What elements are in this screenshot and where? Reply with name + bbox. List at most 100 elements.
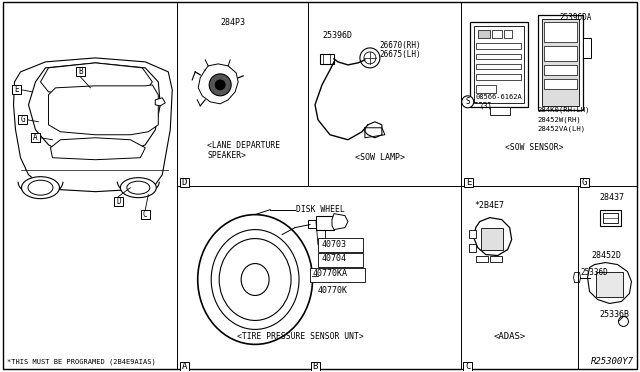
Ellipse shape [198, 215, 312, 344]
FancyBboxPatch shape [12, 85, 21, 94]
Bar [476, 85, 496, 93]
Text: A: A [182, 362, 187, 371]
Text: DISK WHEEL: DISK WHEEL [296, 205, 345, 214]
Polygon shape [573, 273, 580, 282]
FancyBboxPatch shape [180, 178, 189, 187]
Bar [543, 22, 577, 42]
Polygon shape [51, 138, 145, 160]
FancyBboxPatch shape [180, 362, 189, 371]
Bar [490, 256, 502, 262]
Bar [476, 256, 488, 262]
FancyBboxPatch shape [141, 210, 150, 219]
Circle shape [360, 48, 380, 68]
Text: <LANE DEPARTURE: <LANE DEPARTURE [207, 141, 280, 150]
Circle shape [461, 96, 474, 108]
Text: 25336D: 25336D [580, 267, 608, 276]
Text: G: G [20, 115, 25, 124]
Text: 25396D: 25396D [322, 31, 352, 40]
Text: G: G [582, 178, 588, 187]
Bar [543, 65, 577, 75]
Text: E: E [466, 178, 472, 187]
Text: E: E [14, 85, 19, 94]
Text: 40770K: 40770K [318, 286, 348, 295]
Bar [476, 74, 521, 80]
Bar [310, 267, 365, 282]
Bar [468, 230, 476, 238]
Polygon shape [49, 85, 158, 135]
Bar [602, 213, 618, 222]
Bar [490, 107, 509, 115]
Text: 40703: 40703 [322, 240, 347, 248]
Polygon shape [40, 63, 152, 95]
Text: <SOW LAMP>: <SOW LAMP> [355, 153, 405, 162]
Text: C: C [465, 362, 470, 371]
Circle shape [215, 80, 225, 90]
Text: A: A [33, 133, 38, 142]
Text: R25300Y7: R25300Y7 [591, 357, 634, 366]
Bar [316, 216, 334, 230]
Text: B: B [78, 67, 83, 76]
Text: 40704: 40704 [322, 254, 347, 263]
Polygon shape [29, 63, 160, 155]
Bar [318, 238, 363, 251]
Circle shape [364, 52, 376, 64]
Text: D: D [182, 178, 187, 187]
Text: <SOW SENSOR>: <SOW SENSOR> [506, 143, 564, 152]
Bar [476, 54, 521, 59]
Text: 28452W(RH): 28452W(RH) [538, 117, 581, 123]
Ellipse shape [120, 178, 156, 198]
FancyBboxPatch shape [114, 197, 123, 206]
Polygon shape [156, 98, 165, 106]
Text: 28452D: 28452D [591, 251, 621, 260]
Ellipse shape [211, 230, 299, 330]
Ellipse shape [241, 263, 269, 295]
Bar [474, 26, 524, 103]
Text: 08566-6162A: 08566-6162A [476, 94, 522, 100]
Text: <ADAS>: <ADAS> [493, 333, 526, 341]
Ellipse shape [28, 180, 53, 195]
Text: 25396DA: 25396DA [559, 13, 591, 22]
Text: 284P3: 284P3 [220, 18, 245, 27]
Polygon shape [332, 214, 348, 230]
Bar [504, 30, 511, 38]
Bar [600, 210, 621, 225]
Bar [476, 43, 521, 49]
Bar [320, 54, 334, 64]
Bar [468, 244, 476, 251]
FancyBboxPatch shape [310, 362, 319, 371]
Bar [481, 228, 502, 250]
Text: 28437: 28437 [600, 193, 625, 202]
Text: S: S [465, 97, 470, 106]
FancyBboxPatch shape [31, 133, 40, 142]
Bar [477, 30, 490, 38]
Bar [538, 15, 582, 110]
Bar [492, 30, 502, 38]
Ellipse shape [219, 238, 291, 320]
Bar [470, 22, 527, 107]
Ellipse shape [127, 181, 150, 194]
Circle shape [618, 317, 628, 326]
Polygon shape [365, 128, 385, 138]
Bar [543, 46, 577, 61]
Text: B: B [312, 362, 317, 371]
Text: D: D [116, 197, 121, 206]
Text: 28452VA(LH): 28452VA(LH) [538, 126, 586, 132]
Text: *2B4E7: *2B4E7 [475, 201, 505, 210]
FancyBboxPatch shape [76, 67, 85, 76]
Text: SPEAKER>: SPEAKER> [207, 151, 246, 160]
FancyBboxPatch shape [580, 178, 589, 187]
FancyBboxPatch shape [18, 115, 27, 124]
Text: 284K0(RH+LH): 284K0(RH+LH) [538, 107, 590, 113]
Bar [595, 272, 623, 298]
Bar [308, 219, 316, 228]
FancyBboxPatch shape [463, 362, 472, 371]
Bar [318, 253, 363, 266]
Text: 25336B: 25336B [600, 311, 630, 320]
Polygon shape [474, 218, 511, 256]
Circle shape [209, 74, 231, 96]
Text: 26675(LH): 26675(LH) [380, 50, 422, 59]
Text: <TIRE PRESSURE SENSOR UNT>: <TIRE PRESSURE SENSOR UNT> [237, 333, 364, 341]
Bar [543, 79, 577, 89]
Bar [476, 64, 521, 69]
Bar [582, 38, 591, 58]
